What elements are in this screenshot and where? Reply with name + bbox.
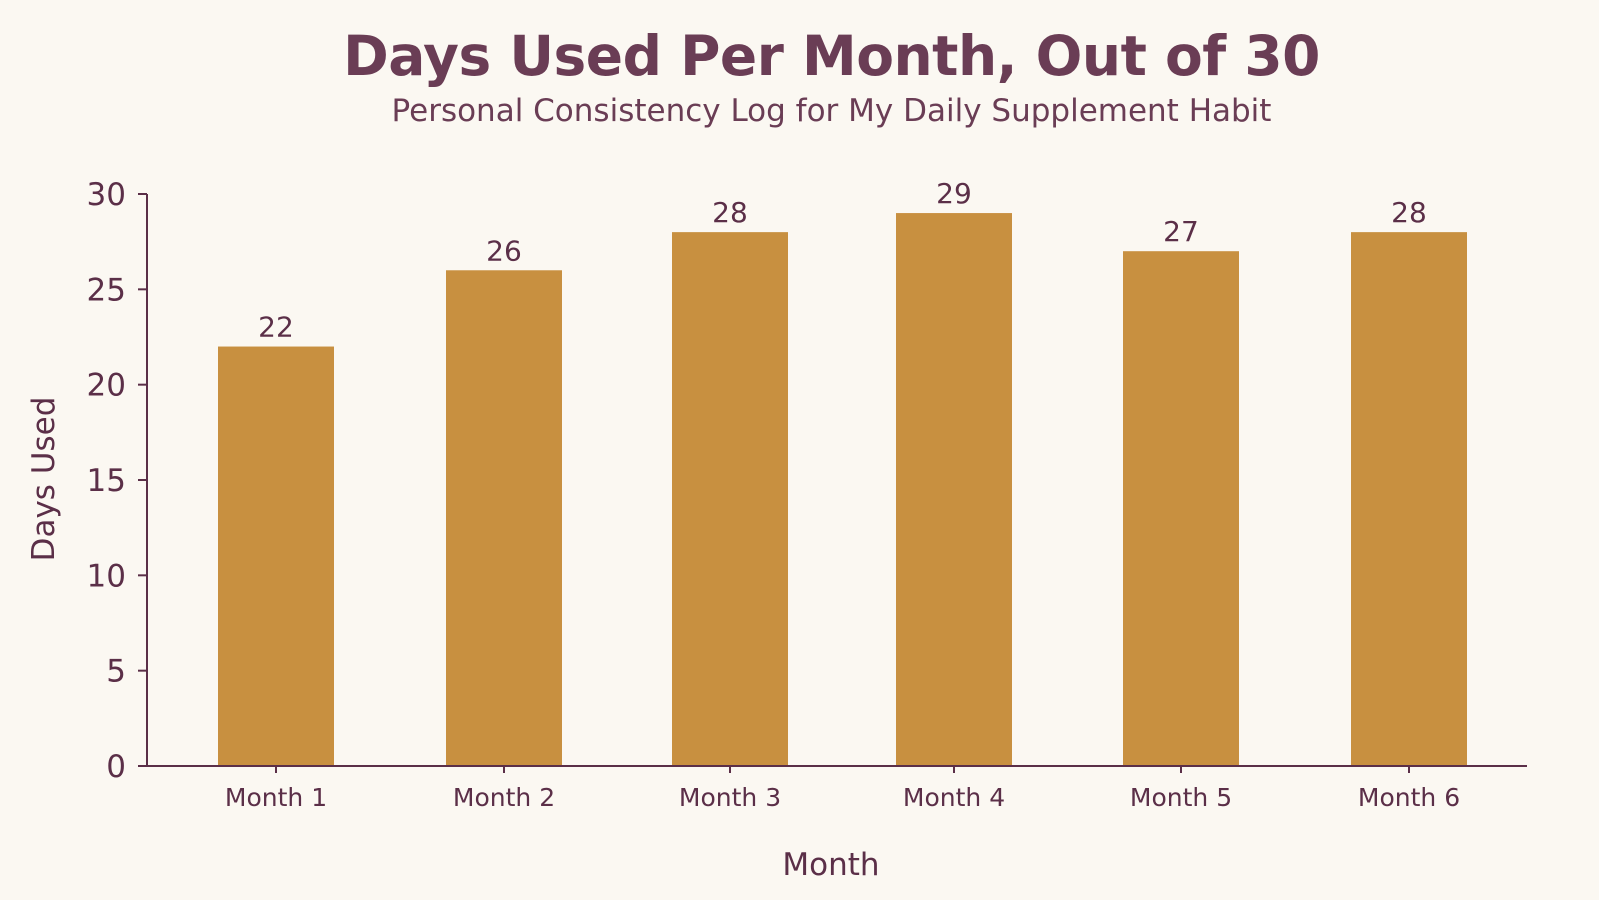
chart-subtitle: Personal Consistency Log for My Daily Su… — [391, 93, 1272, 129]
y-tick-label: 5 — [106, 654, 126, 690]
bar-3 — [672, 232, 788, 767]
x-axis-title: Month — [782, 847, 879, 883]
x-category-label: Month 3 — [679, 783, 781, 812]
bar-value-label: 28 — [1391, 196, 1427, 229]
y-tick-label: 20 — [87, 368, 126, 404]
bar-value-label: 27 — [1163, 215, 1199, 248]
y-axis-ticks: 0 5 10 15 20 25 30 — [87, 177, 147, 785]
y-axis-title: Days Used — [26, 397, 62, 562]
x-category-label: Month 5 — [1130, 783, 1232, 812]
x-category-label: Month 2 — [453, 783, 555, 812]
y-tick-label: 0 — [106, 749, 126, 785]
bar-6 — [1351, 232, 1467, 767]
y-tick-label: 15 — [87, 463, 126, 499]
bars-layer — [218, 213, 1467, 767]
y-tick-label: 25 — [87, 272, 126, 308]
bar-value-label: 22 — [258, 311, 294, 344]
bar-value-label: 28 — [712, 196, 748, 229]
x-category-label: Month 6 — [1358, 783, 1460, 812]
bar-value-label: 26 — [486, 234, 522, 267]
bar-2 — [446, 270, 562, 766]
bar-1 — [218, 346, 334, 766]
bar-value-label: 29 — [936, 177, 972, 210]
bar-5 — [1123, 251, 1239, 766]
bar-4 — [896, 213, 1012, 767]
chart-title: Days Used Per Month, Out of 30 — [343, 24, 1320, 88]
y-tick-label: 10 — [87, 558, 126, 594]
data-labels: 22 26 28 29 27 28 — [258, 177, 1427, 343]
x-axis-categories: Month 1 Month 2 Month 3 Month 4 Month 5 Month… — [225, 766, 1460, 812]
x-category-label: Month 4 — [903, 783, 1005, 812]
y-tick-label: 30 — [87, 177, 126, 213]
x-category-label: Month 1 — [225, 783, 327, 812]
